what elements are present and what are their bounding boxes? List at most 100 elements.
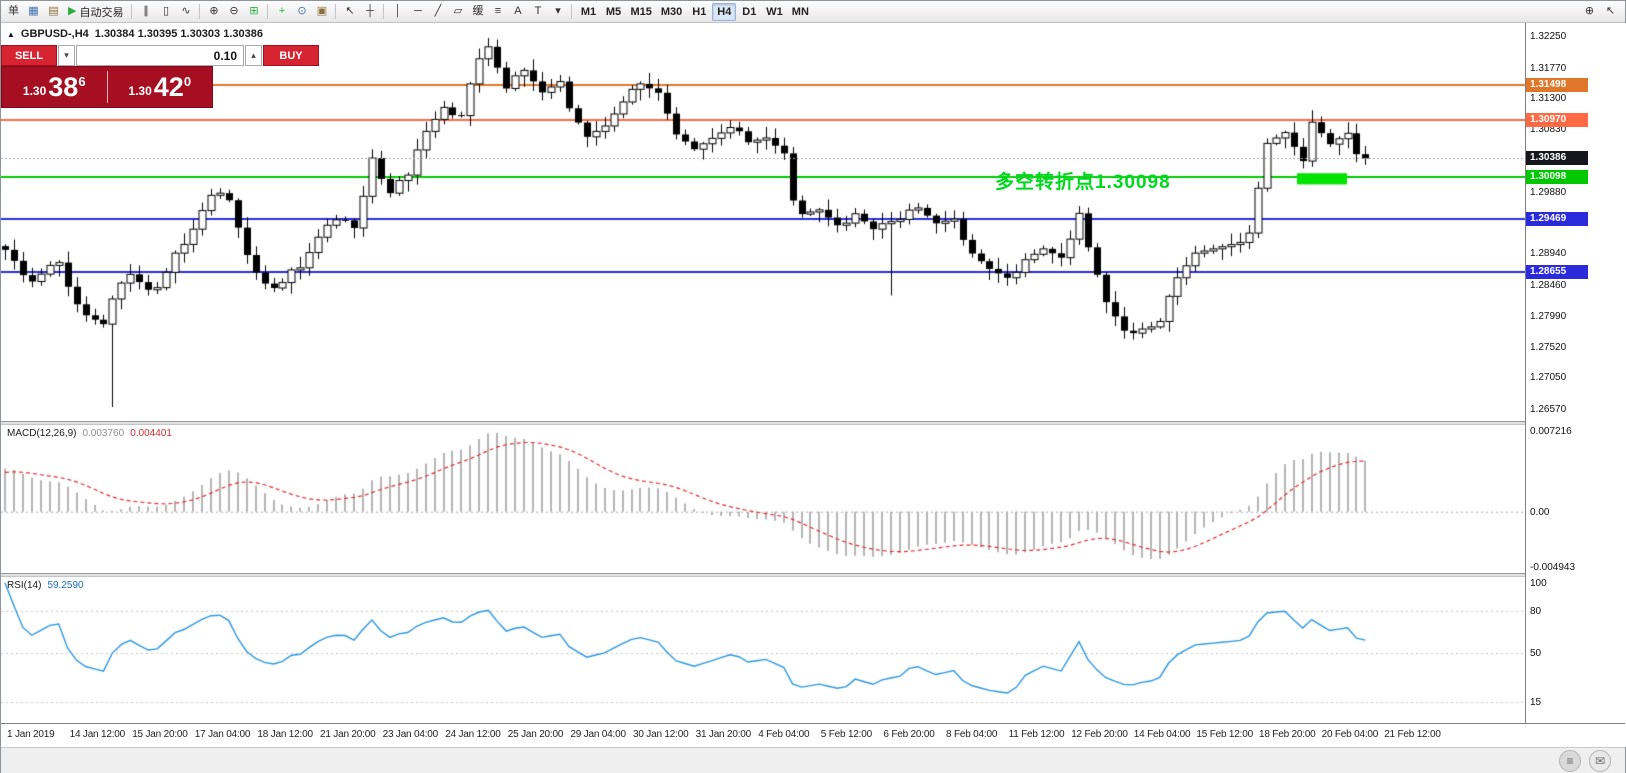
toolbar-separator xyxy=(267,4,269,19)
mail-float-button[interactable]: ✉ xyxy=(1589,750,1611,772)
zoom-in-icon-glyph: ⊕ xyxy=(209,5,219,17)
timeframe-d1-label: D1 xyxy=(742,5,757,18)
price-tick: 1.31300 xyxy=(1530,93,1567,105)
timeframe-d1[interactable]: D1 xyxy=(737,3,761,21)
one-click-divider xyxy=(106,71,108,103)
time-label: 4 Feb 04:00 xyxy=(758,729,810,740)
zoom-out-icon[interactable]: ⊖ xyxy=(224,3,243,21)
status-bar: ≡ ✉ xyxy=(1,747,1625,773)
objects-icon[interactable]: ≡ xyxy=(488,3,507,21)
time-label: 8 Feb 04:00 xyxy=(946,729,998,740)
line-chart-icon[interactable]: ∿ xyxy=(176,3,195,21)
templates-icon[interactable]: ▣ xyxy=(312,3,331,21)
macd-signal-value: 0.004401 xyxy=(130,428,172,439)
timeframe-m1-label: M1 xyxy=(580,5,597,18)
sell-button[interactable]: SELL xyxy=(1,45,57,66)
rsi-panel-canvas[interactable] xyxy=(1,577,1525,723)
bar-chart-icon-glyph: ∥ xyxy=(143,5,149,17)
time-label: 14 Feb 04:00 xyxy=(1133,729,1191,740)
time-axis[interactable]: 1 Jan 2019 14 Jan 12:00 15 Jan 20:00 17 Jan… xyxy=(1,723,1625,747)
menu-float-button[interactable]: ≡ xyxy=(1559,750,1581,772)
candlestick-chart-icon[interactable]: ▯ xyxy=(156,3,175,21)
rsi-value: 59.2590 xyxy=(47,580,84,591)
macd-label: MACD(12,26,9) 0.003760 0.004401 xyxy=(7,428,172,439)
horizontal-line-icon[interactable]: ─ xyxy=(408,3,427,21)
timeframe-h1[interactable]: H1 xyxy=(687,3,711,21)
price-tag: 1.30970 xyxy=(1526,113,1588,128)
indicators-icon[interactable]: + xyxy=(272,3,291,21)
main-chart-canvas[interactable] xyxy=(1,23,1525,421)
volume-input[interactable] xyxy=(76,45,244,66)
macd-name: MACD(12,26,9) xyxy=(7,428,77,439)
text-icon[interactable]: A xyxy=(508,3,527,21)
volume-dropdown-button[interactable]: ▾ xyxy=(58,45,75,66)
price-axis[interactable]: 1.32250 1.31770 1.31300 1.30830 1.29880 1.289… xyxy=(1525,23,1626,747)
macd-panel-canvas[interactable] xyxy=(1,425,1525,573)
timeframe-w1[interactable]: W1 xyxy=(762,3,787,21)
trendline-icon[interactable]: ╱ xyxy=(428,3,447,21)
zoom-in-icon[interactable]: ⊕ xyxy=(204,3,223,21)
rsi-axis-label: 15 xyxy=(1530,697,1542,708)
buy-price-button[interactable]: 1.30 42 0 xyxy=(108,67,213,107)
equidistant-channel-icon[interactable]: ▱ xyxy=(448,3,467,21)
time-label: 11 Feb 12:00 xyxy=(1008,729,1065,740)
chart-window-icon[interactable]: ▦ xyxy=(24,3,43,21)
macd-axis-label: -0.004943 xyxy=(1530,562,1576,573)
profiles-icon[interactable]: ▤ xyxy=(44,3,63,21)
text-label-icon[interactable]: T xyxy=(528,3,547,21)
autotrading-button[interactable]: ▶ 自动交易 xyxy=(64,3,127,21)
rsi-axis-label: 100 xyxy=(1530,578,1547,589)
quick-nav-icon[interactable]: ↖ xyxy=(1601,3,1620,21)
rsi-axis-label: 80 xyxy=(1530,606,1542,617)
timeframe-mn-label: MN xyxy=(791,5,809,18)
autotrading-button-glyph: ▶ xyxy=(68,5,77,17)
periods-icon[interactable]: ⊙ xyxy=(292,3,311,21)
fibonacci-icon[interactable]: 缓 xyxy=(468,3,487,21)
panel-separator-rsi[interactable] xyxy=(1,573,1625,577)
equidistant-channel-icon-glyph: ▱ xyxy=(453,5,463,17)
price-tag: 1.30098 xyxy=(1526,170,1588,185)
search-icon-glyph: ⊕ xyxy=(1584,5,1595,17)
crosshair-icon[interactable]: ┼ xyxy=(360,3,379,21)
arrow-tools-icon[interactable]: ▾ xyxy=(548,3,567,21)
buy-price-head: 1.30 xyxy=(128,84,152,98)
new-order-button[interactable]: 单 xyxy=(4,3,23,21)
timeframe-mn[interactable]: MN xyxy=(788,3,813,21)
buy-button[interactable]: BUY xyxy=(263,45,319,66)
search-icon[interactable]: ⊕ xyxy=(1580,3,1599,21)
horizontal-line-icon-glyph: ─ xyxy=(414,5,422,17)
symbol-info: ▲ GBPUSD-,H4 1.30384 1.30395 1.30303 1.3… xyxy=(7,28,263,40)
templates-icon-glyph: ▣ xyxy=(316,5,328,17)
time-label: 14 Jan 12:00 xyxy=(69,729,126,740)
volume-up-button[interactable]: ▴ xyxy=(245,45,262,66)
objects-icon-glyph: ≡ xyxy=(494,5,502,17)
autotrading-button-label: 自动交易 xyxy=(79,6,124,19)
price-tag: 1.31498 xyxy=(1526,78,1588,93)
timeframe-m1[interactable]: M1 xyxy=(576,3,600,21)
sell-price-button[interactable]: 1.30 38 6 xyxy=(2,67,107,107)
vertical-line-icon[interactable]: │ xyxy=(388,3,407,21)
time-label: 21 Feb 12:00 xyxy=(1384,729,1441,740)
tile-windows-icon-glyph: ⊞ xyxy=(249,5,259,17)
panel-separator-macd[interactable] xyxy=(1,421,1625,425)
timeframe-m5[interactable]: M5 xyxy=(601,3,625,21)
fibonacci-icon-glyph: 缓 xyxy=(472,5,484,17)
tile-windows-icon[interactable]: ⊞ xyxy=(244,3,263,21)
time-label: 24 Jan 12:00 xyxy=(445,729,501,740)
price-tick: 1.30830 xyxy=(1530,124,1567,136)
cursor-icon[interactable]: ↖ xyxy=(340,3,359,21)
symbol-name: GBPUSD-,H4 xyxy=(20,28,89,40)
timeframe-m15[interactable]: M15 xyxy=(626,3,655,21)
time-label: 15 Jan 20:00 xyxy=(132,729,188,740)
chart-window-icon-glyph: ▦ xyxy=(28,5,39,17)
timeframe-h1-label: H1 xyxy=(692,5,707,18)
time-label: 17 Jan 04:00 xyxy=(194,729,251,740)
pivot-annotation-text: 多空转折点1.30098 xyxy=(995,172,1171,193)
timeframe-m5-label: M5 xyxy=(605,5,622,18)
bar-chart-icon[interactable]: ∥ xyxy=(136,3,155,21)
price-tag: 1.28655 xyxy=(1526,265,1588,280)
timeframe-h4-label: H4 xyxy=(717,5,732,18)
timeframe-m30[interactable]: M30 xyxy=(657,3,686,21)
timeframe-h4[interactable]: H4 xyxy=(712,2,737,21)
sell-price-head: 1.30 xyxy=(22,84,47,98)
